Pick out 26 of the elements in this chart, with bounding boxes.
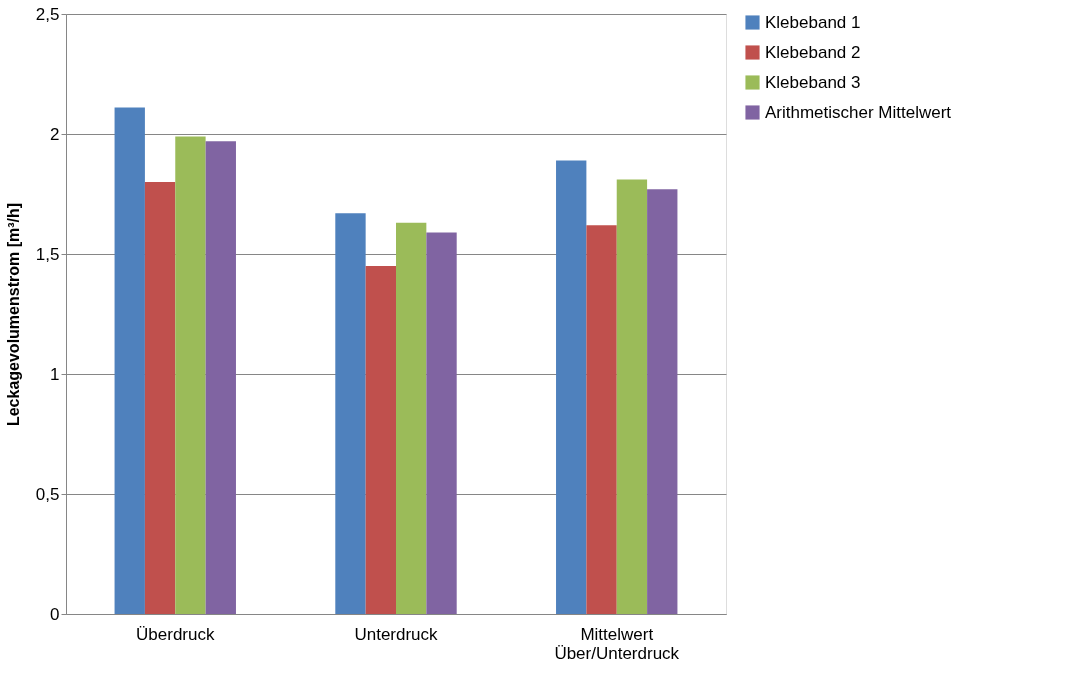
- x-tick-label: Mittelwert Über/Unterdruck: [554, 624, 680, 663]
- y-tick-label: 1: [50, 364, 60, 384]
- bar: [205, 141, 236, 614]
- bar: [335, 213, 366, 614]
- legend-label: Klebeband 1: [765, 12, 861, 32]
- y-tick-label: 1,5: [35, 244, 60, 264]
- y-axis-title: Leckagevolumenstrom [m³/h]: [4, 202, 22, 427]
- bar: [586, 225, 617, 614]
- bar: [426, 232, 457, 614]
- bar: [144, 182, 176, 614]
- x-tick-label: Überdruck: [136, 624, 215, 644]
- bar: [647, 189, 678, 614]
- bar: [114, 107, 145, 614]
- bar: [556, 160, 587, 614]
- x-tick-label: Unterdruck: [354, 624, 439, 644]
- y-tick-label: 2,5: [35, 4, 60, 24]
- legend-label: Arithmetischer Mittelwert: [765, 102, 952, 122]
- bar: [396, 222, 427, 614]
- bar: [616, 179, 648, 614]
- y-tick-label: 0: [50, 604, 60, 624]
- legend-label: Klebeband 3: [765, 72, 861, 92]
- bar: [365, 266, 396, 614]
- y-tick-label: 2: [50, 124, 60, 144]
- legend-label: Klebeband 2: [765, 42, 861, 62]
- bar: [175, 136, 206, 614]
- y-tick-label: 0,5: [35, 484, 60, 504]
